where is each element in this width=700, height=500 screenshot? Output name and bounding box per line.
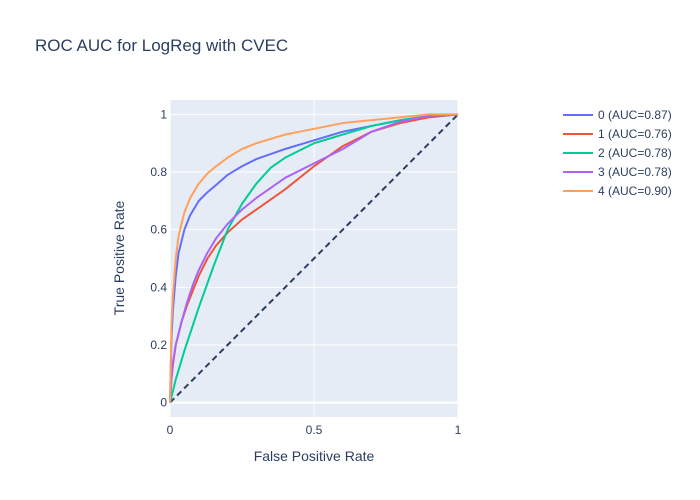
x-tick-label: 0.5: [306, 423, 323, 437]
y-gridlines: [170, 113, 458, 404]
x-tick-label: 0: [167, 423, 174, 437]
y-tick-label: 0.4: [150, 280, 167, 294]
x-tick-label: 1: [455, 423, 462, 437]
legend[interactable]: 0 (AUC=0.87) 1 (AUC=0.76) 2 (AUC=0.78) 3 (A…: [563, 108, 672, 198]
roc-curve-2: [169, 113, 459, 403]
y-tick-label: 0.8: [150, 165, 167, 179]
y-tick-label: 0.2: [150, 338, 167, 352]
legend-label: 3 (AUC=0.78): [598, 165, 672, 179]
y-tick-label: 1: [160, 107, 167, 121]
y-axis-title: True Positive Rate: [111, 200, 127, 315]
legend-item-4[interactable]: 4 (AUC=0.90): [563, 184, 672, 198]
chart-title: ROC AUC for LogReg with CVEC: [35, 36, 288, 55]
roc-curve-3: [169, 113, 459, 403]
y-tick-label: 0: [160, 396, 167, 410]
x-axis-title: False Positive Rate: [254, 448, 375, 464]
legend-item-0[interactable]: 0 (AUC=0.87): [563, 108, 672, 122]
reference-line: [169, 113, 459, 404]
y-tick-labels: 0 0.2 0.4 0.6 0.8 1: [150, 107, 167, 409]
legend-label: 4 (AUC=0.90): [598, 184, 672, 198]
series-lines: [169, 113, 459, 403]
y-tick-label: 0.6: [150, 223, 167, 237]
legend-label: 2 (AUC=0.78): [598, 146, 672, 160]
x-tick-labels: 0 0.5 1: [167, 423, 462, 437]
chance-diagonal-line: [169, 113, 459, 404]
legend-item-2[interactable]: 2 (AUC=0.78): [563, 146, 672, 160]
legend-label: 0 (AUC=0.87): [598, 108, 672, 122]
legend-label: 1 (AUC=0.76): [598, 127, 672, 141]
legend-item-3[interactable]: 3 (AUC=0.78): [563, 165, 672, 179]
legend-item-1[interactable]: 1 (AUC=0.76): [563, 127, 672, 141]
roc-curve-4: [169, 113, 458, 403]
